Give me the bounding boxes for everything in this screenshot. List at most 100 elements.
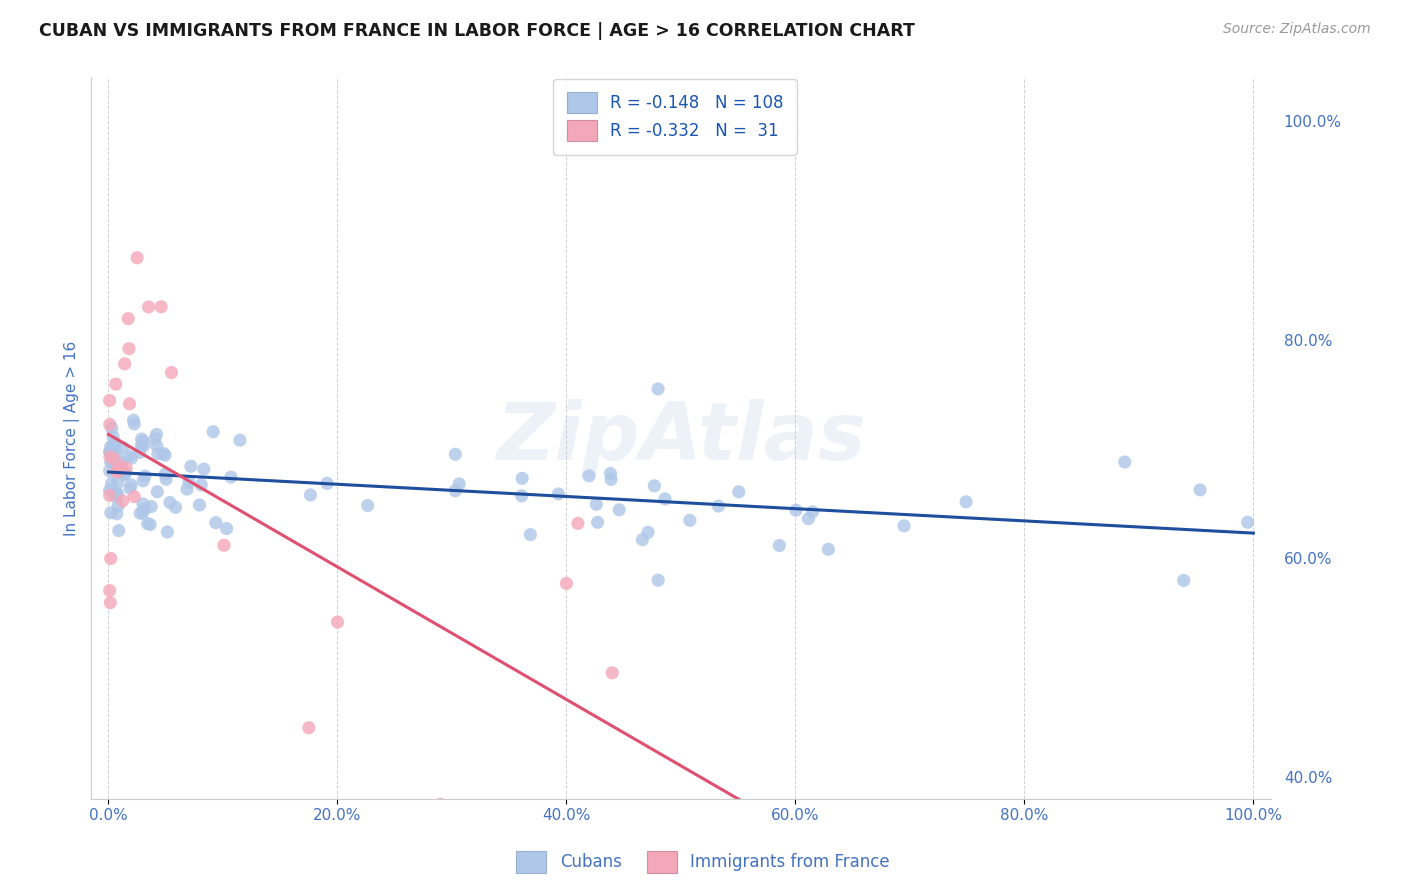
Point: [205, 516, 228, 530]
Point: [145, 439, 167, 453]
Point: [131, 505, 153, 519]
Point: [103, 439, 125, 453]
Point: [98, 393, 121, 408]
Point: [128, 445, 150, 459]
Point: [145, 427, 167, 442]
Point: [101, 446, 124, 460]
Point: [117, 311, 139, 326]
Point: [429, 797, 451, 812]
Point: [132, 497, 155, 511]
Point: [768, 539, 790, 553]
Point: [1173, 574, 1195, 588]
Point: [561, 873, 583, 888]
Point: [190, 478, 212, 492]
Point: [600, 472, 623, 486]
Point: [578, 468, 600, 483]
Text: CUBAN VS IMMIGRANTS FROM FRANCE IN LABOR FORCE | AGE > 16 CORRELATION CHART: CUBAN VS IMMIGRANTS FROM FRANCE IN LABOR…: [39, 22, 915, 40]
Point: [105, 507, 128, 521]
Point: [101, 450, 124, 464]
Point: [599, 467, 621, 481]
Point: [131, 432, 153, 446]
Point: [129, 506, 152, 520]
Point: [122, 413, 145, 427]
Point: [100, 506, 122, 520]
Point: [155, 472, 177, 486]
Point: [679, 513, 702, 527]
Point: [114, 357, 136, 371]
Point: [817, 542, 839, 557]
Point: [110, 455, 132, 469]
Point: [444, 447, 467, 461]
Point: [132, 434, 155, 449]
Point: [165, 500, 187, 515]
Point: [631, 533, 654, 547]
Point: [229, 433, 252, 447]
Point: [215, 522, 238, 536]
Point: [785, 503, 807, 517]
Point: [585, 497, 607, 511]
Text: Source: ZipAtlas.com: Source: ZipAtlas.com: [1223, 22, 1371, 37]
Point: [114, 467, 136, 482]
Point: [299, 488, 322, 502]
Point: [118, 397, 141, 411]
Point: [176, 482, 198, 496]
Point: [115, 461, 138, 475]
Point: [100, 455, 122, 469]
Point: [131, 438, 153, 452]
Point: [98, 417, 121, 432]
Point: [153, 448, 176, 462]
Point: [152, 446, 174, 460]
Point: [111, 494, 134, 508]
Point: [567, 516, 589, 531]
Point: [219, 470, 242, 484]
Point: [98, 488, 121, 502]
Point: [101, 429, 124, 443]
Point: [444, 483, 467, 498]
Point: [298, 721, 321, 735]
Point: [122, 417, 145, 431]
Point: [141, 500, 163, 514]
Point: [98, 583, 121, 598]
Point: [132, 438, 155, 452]
Point: [555, 576, 578, 591]
Point: [105, 490, 128, 504]
Point: [98, 445, 121, 459]
Point: [107, 475, 129, 490]
Point: [193, 462, 215, 476]
Point: [98, 596, 121, 610]
Point: [654, 491, 676, 506]
Legend: Cubans, Immigrants from France: Cubans, Immigrants from France: [510, 845, 896, 880]
Point: [98, 450, 121, 464]
Point: [138, 300, 160, 314]
Point: [600, 665, 623, 680]
Point: [801, 505, 824, 519]
Point: [118, 342, 141, 356]
Point: [188, 498, 211, 512]
Point: [160, 366, 183, 380]
Point: [637, 525, 659, 540]
Point: [449, 476, 471, 491]
Point: [104, 441, 127, 455]
Point: [212, 538, 235, 552]
Point: [647, 382, 669, 396]
Point: [139, 517, 162, 532]
Point: [1189, 483, 1212, 497]
Point: [1114, 455, 1136, 469]
Point: [98, 464, 121, 478]
Point: [104, 435, 127, 450]
Point: [510, 489, 533, 503]
Point: [134, 469, 156, 483]
Point: [707, 499, 730, 513]
Point: [107, 465, 129, 479]
Point: [103, 452, 125, 467]
Point: [98, 445, 121, 459]
Text: ZipAtlas: ZipAtlas: [496, 399, 866, 477]
Point: [1236, 515, 1258, 529]
Point: [100, 551, 122, 566]
Point: [177, 475, 200, 490]
Point: [647, 573, 669, 587]
Point: [100, 440, 122, 454]
Point: [356, 499, 378, 513]
Point: [105, 486, 128, 500]
Point: [105, 448, 128, 462]
